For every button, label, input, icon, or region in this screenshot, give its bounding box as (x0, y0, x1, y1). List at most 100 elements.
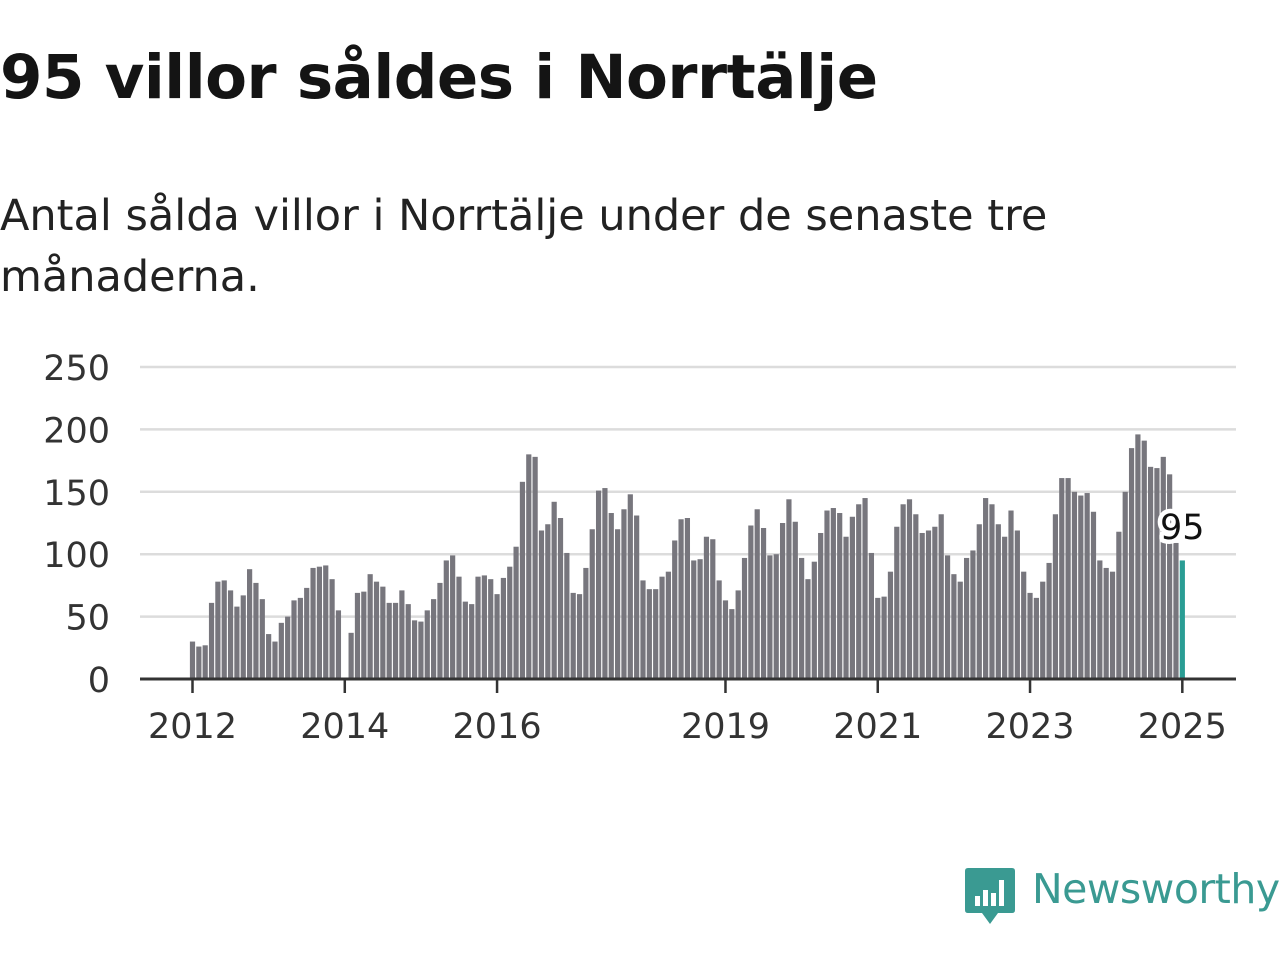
bar (843, 536, 849, 679)
bar (684, 518, 691, 679)
bar (944, 555, 951, 679)
bar (367, 574, 373, 679)
bar (830, 508, 836, 679)
bar (557, 518, 564, 679)
bar (811, 561, 817, 679)
bar (919, 532, 925, 679)
bar (773, 554, 779, 679)
x-tick-label: 2025 (1138, 707, 1227, 747)
bar (1147, 466, 1154, 679)
bar (1090, 511, 1097, 679)
bar (735, 590, 741, 679)
bar (259, 599, 265, 679)
bar (887, 571, 894, 679)
y-tick-label: 200 (43, 411, 110, 451)
bar (957, 581, 963, 679)
bar (576, 594, 583, 679)
bar (729, 609, 735, 679)
bar (938, 514, 944, 679)
bar (583, 567, 589, 679)
bar (1065, 478, 1071, 679)
bar (710, 539, 716, 679)
bar (443, 560, 449, 679)
bar (646, 589, 652, 679)
bar (722, 600, 729, 679)
bar (291, 600, 297, 679)
bar (297, 597, 303, 679)
bar (856, 504, 862, 679)
bar (189, 641, 196, 679)
highlight-label: 95 (1160, 508, 1205, 548)
bar (913, 514, 919, 679)
bar (285, 616, 291, 679)
bar (488, 579, 494, 679)
bar (818, 532, 824, 679)
y-tick-label: 150 (43, 474, 110, 514)
bar (963, 557, 970, 679)
chart-title: 95 villor såldes i Norrtälje (0, 42, 878, 113)
bar (1002, 536, 1008, 679)
newsworthy-logo[interactable]: Newsworthy (964, 864, 1280, 928)
bar (716, 580, 722, 679)
bar (995, 524, 1001, 679)
bar (1071, 491, 1078, 679)
bar (849, 516, 855, 679)
bar (970, 550, 976, 679)
x-tick-label: 2014 (300, 707, 389, 747)
bar (1046, 562, 1052, 679)
x-tick-label: 2016 (453, 707, 542, 747)
bar (431, 599, 437, 679)
x-tick-label: 2019 (681, 707, 770, 747)
bar (615, 529, 621, 679)
bar (925, 530, 932, 679)
bar (1008, 510, 1014, 679)
y-tick-label: 0 (88, 661, 110, 701)
bar (392, 602, 399, 679)
bar (329, 579, 335, 679)
bar (602, 488, 608, 679)
bar (881, 596, 887, 679)
bar (691, 560, 697, 679)
bar (1160, 456, 1166, 679)
bar (672, 540, 678, 679)
bar (894, 526, 900, 679)
bar (1059, 478, 1065, 679)
bar (703, 536, 710, 679)
bar (862, 498, 868, 679)
bar (348, 632, 354, 679)
bar (697, 559, 703, 679)
bar (500, 577, 507, 679)
bar (551, 501, 557, 679)
chart-subtitle: Antal sålda villor i Norrtälje under de … (0, 191, 1048, 302)
bar (475, 576, 481, 679)
bar (1052, 514, 1059, 679)
bar (196, 646, 202, 679)
highlight-label-halo: 95 (1160, 508, 1205, 548)
bar (1122, 491, 1128, 679)
x-axis: 2012 2014 2016 2019 2021 2023 2025 (140, 677, 1236, 747)
bar (310, 567, 316, 679)
bar (316, 566, 322, 679)
bar (1116, 531, 1122, 679)
bar (634, 515, 640, 679)
bar (1033, 597, 1039, 679)
bar (868, 552, 875, 679)
bar (932, 526, 938, 679)
bar (792, 521, 798, 679)
bar (481, 575, 487, 679)
newsworthy-logo-icon (965, 868, 1015, 924)
bar (767, 555, 773, 679)
bar (754, 509, 760, 679)
bar (665, 571, 671, 679)
bar (1027, 592, 1033, 679)
bar (678, 519, 684, 679)
y-tick-label: 100 (43, 536, 110, 576)
bar (1078, 495, 1084, 679)
x-tick-label: 2021 (833, 707, 922, 747)
bar (1135, 434, 1141, 679)
bar (1109, 571, 1116, 679)
bar (386, 602, 392, 679)
bar (1173, 542, 1179, 679)
bar (424, 610, 430, 679)
